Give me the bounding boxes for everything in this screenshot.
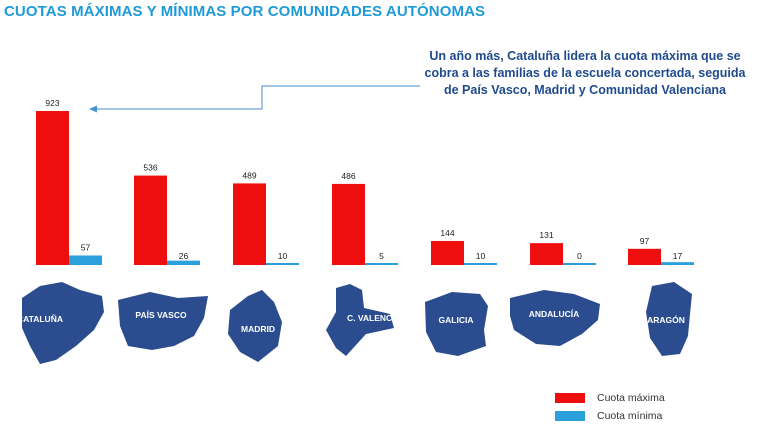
region-label-2: MADRID [241,324,275,334]
region-label-1: PAÍS VASCO [135,310,187,320]
bar-min-6 [661,262,694,265]
annotation-arrow-line [96,85,420,110]
legend-item-max: Cuota máxima [555,389,665,407]
region-shape-4 [425,292,488,356]
region-shape-3 [326,284,394,356]
value-label-min-5: 0 [577,251,582,261]
bar-min-0 [69,255,102,265]
value-label-min-0: 57 [81,242,91,252]
bar-max-3 [332,183,365,265]
region-shape-0 [22,282,104,364]
annotation-text: Un año más, Cataluña lidera la cuota máx… [424,49,746,97]
bar-min-2 [266,263,299,265]
legend-label-min: Cuota mínima [597,410,663,422]
region-label-6: ARAGÓN [647,314,685,325]
bar-min-1 [167,260,200,265]
value-label-min-1: 26 [179,251,189,261]
region-shape-1 [118,292,208,350]
bar-min-3 [365,263,398,265]
chart-title: CUOTAS MÁXIMAS Y MÍNIMAS POR COMUNIDADES… [4,3,486,20]
region-label-0: CATALUÑA [17,314,63,324]
value-label-max-6: 97 [640,236,650,246]
bar-max-1 [134,175,167,265]
region-shape-6 [646,282,692,356]
value-label-min-6: 17 [673,251,683,261]
value-label-min-4: 10 [476,251,486,261]
value-label-max-4: 144 [440,228,454,238]
value-label-max-1: 536 [143,163,157,173]
value-label-max-2: 489 [242,170,256,180]
bar-max-0 [36,111,69,265]
bar-max-5 [530,243,563,265]
legend-swatch-max [555,393,585,403]
region-label-5: ANDALUCÍA [529,309,580,319]
region-shape-2 [228,290,282,362]
region-label-3: C. VALENCIANA [347,313,413,323]
bar-max-6 [628,248,661,265]
bar-min-5 [563,263,596,265]
region-shape-5 [510,290,600,346]
legend: Cuota máxima Cuota mínima [555,389,665,425]
annotation-arrow-head [89,105,97,113]
value-label-max-0: 923 [45,98,59,108]
legend-swatch-min [555,411,585,421]
bar-max-4 [431,240,464,265]
region-label-4: GALICIA [439,315,474,325]
value-label-min-2: 10 [278,251,288,261]
legend-item-min: Cuota mínima [555,407,665,425]
legend-label-max: Cuota máxima [597,392,665,404]
value-label-max-3: 486 [341,171,355,181]
bar-max-2 [233,183,266,265]
bar-min-4 [464,263,497,265]
value-label-min-3: 5 [379,251,384,261]
value-label-max-5: 131 [539,230,553,240]
